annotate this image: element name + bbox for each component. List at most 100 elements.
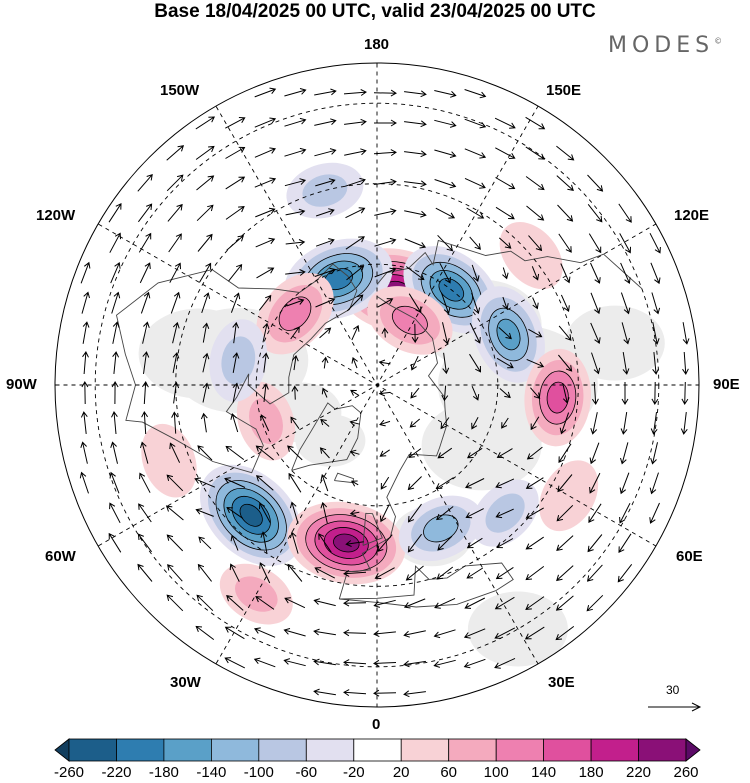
anomaly-contour [423, 514, 459, 543]
wind-arrow [501, 417, 509, 429]
wind-arrow [404, 120, 427, 128]
wind-arrow [169, 442, 181, 463]
wind-arrow [588, 233, 602, 254]
wind-arrow [434, 179, 457, 189]
wind-arrow [649, 472, 659, 495]
wind-arrow [138, 203, 153, 223]
wind-arrow [169, 262, 181, 283]
wind-arrow [284, 88, 307, 97]
colorbar-extend-low [54, 738, 70, 762]
wind-arrow [349, 509, 360, 517]
colorbar-swatch [116, 738, 165, 762]
wind-arrows [79, 87, 690, 698]
wind-arrow [142, 351, 150, 374]
wind-arrow [284, 597, 306, 609]
wind-arrow [170, 291, 181, 314]
wind-arrow [377, 534, 393, 553]
wind-arrow [254, 147, 276, 158]
wind-arrow [314, 88, 337, 96]
wind-arrow [526, 446, 543, 460]
wind-arrow [315, 208, 335, 217]
wind-arrow [525, 566, 545, 581]
wind-arrow [165, 505, 184, 521]
anomaly-contour [391, 305, 428, 335]
wind-arrow [586, 594, 604, 612]
wind-arrow [289, 501, 299, 524]
wind-arrow [166, 474, 184, 492]
wind-arrow [166, 174, 184, 192]
wind-arrow [465, 478, 485, 489]
wind-arrow [466, 447, 483, 459]
wind-arrow [319, 327, 332, 339]
colorbar-swatch [353, 738, 402, 762]
wind-arrow [528, 235, 543, 252]
colorbar-extend-high [685, 738, 701, 762]
coastline [291, 402, 362, 471]
wind-arrow [379, 449, 390, 457]
wind-arrow [137, 173, 153, 192]
wind-arrow [494, 117, 516, 129]
wind-arrow [555, 626, 575, 641]
wind-arrow [652, 322, 660, 345]
wind-arrow [403, 690, 426, 698]
wind-arrow [495, 206, 515, 220]
wind-arrow [254, 117, 277, 128]
wind-arrow [495, 478, 515, 489]
wind-arrow [255, 596, 275, 610]
colorbar-swatch [210, 738, 260, 762]
wind-arrow [411, 323, 419, 344]
wind-arrow [140, 441, 149, 464]
chart-title: Base 18/04/2025 00 UTC, valid 23/04/2025… [154, 1, 596, 22]
wind-arrow [408, 293, 422, 314]
coastline [115, 263, 358, 474]
lon-label-180: 180 [364, 36, 390, 53]
wind-arrow [464, 148, 487, 159]
wind-arrow [374, 208, 397, 216]
wind-arrow [319, 447, 330, 459]
wind-arrow [259, 562, 271, 584]
wind-arrow [464, 89, 487, 99]
lon-label-120w: 120W [36, 207, 76, 224]
wind-arrow [229, 563, 240, 582]
wind-arrow [138, 232, 152, 253]
wind-arrow [587, 203, 603, 223]
wind-arrow [381, 327, 389, 338]
wind-arrow [172, 321, 180, 344]
brand-name: MODES [608, 33, 715, 58]
wind-arrow [465, 508, 484, 519]
wind-arrow [254, 177, 277, 188]
wind-arrow [283, 658, 306, 667]
wind-arrow [262, 383, 269, 402]
wind-arrow [197, 445, 213, 461]
wind-arrow [314, 567, 336, 579]
wind-arrow [373, 89, 397, 97]
wind-arrow [255, 207, 276, 218]
wind-arrow [502, 267, 509, 280]
wind-arrow [404, 238, 427, 249]
wind-arrow [343, 689, 367, 697]
wind-arrow [373, 659, 397, 667]
wind-arrow [621, 382, 629, 405]
wind-arrow [315, 178, 336, 187]
wind-arrow [225, 146, 246, 159]
wind-arrow [587, 174, 604, 192]
wind-arrow [525, 596, 545, 610]
wind-arrow [466, 537, 483, 549]
wind-arrow [374, 178, 397, 186]
wind-arrow [313, 598, 336, 607]
wind-arrow [110, 262, 121, 284]
wind-arrow [622, 352, 630, 375]
colorbar-swatch [68, 738, 117, 762]
wind-arrow [558, 354, 573, 372]
wind-arrow [440, 292, 451, 315]
wind-arrow [555, 595, 574, 611]
wind-arrow [437, 447, 453, 459]
wind-arrow [346, 265, 365, 281]
coastline [339, 562, 514, 608]
wind-arrow [498, 327, 512, 340]
anomaly-center [472, 286, 545, 383]
wind-arrow [284, 178, 307, 187]
wind-arrow [590, 262, 601, 284]
wind-arrow [225, 117, 246, 129]
wind-arrow [343, 629, 367, 637]
